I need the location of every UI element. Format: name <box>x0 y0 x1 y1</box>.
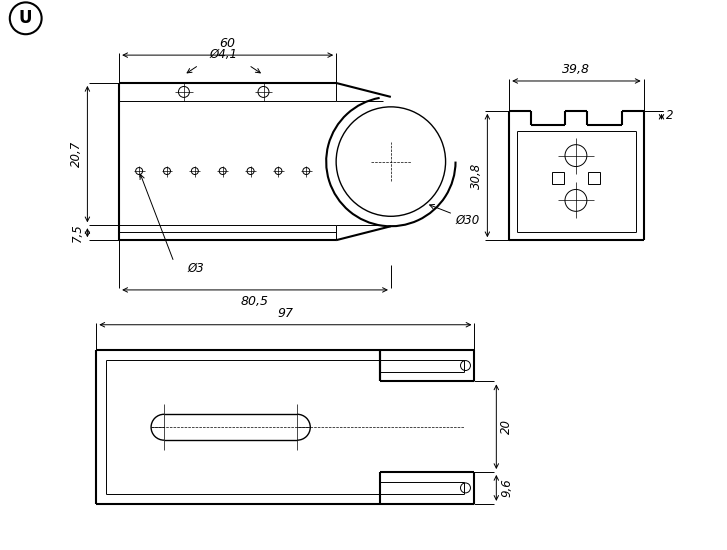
Bar <box>588 172 600 184</box>
Text: 20,7: 20,7 <box>71 141 84 167</box>
Text: 97: 97 <box>278 307 294 320</box>
Bar <box>552 172 564 184</box>
Text: 60: 60 <box>220 37 236 50</box>
Text: 2: 2 <box>665 109 673 122</box>
Text: U: U <box>19 9 33 28</box>
Text: Ø30: Ø30 <box>430 205 480 227</box>
Text: 9,6: 9,6 <box>500 478 513 497</box>
Text: 39,8: 39,8 <box>563 63 590 76</box>
Text: 30,8: 30,8 <box>470 162 483 189</box>
Text: 7,5: 7,5 <box>71 223 84 242</box>
Text: Ø4,1: Ø4,1 <box>209 48 238 61</box>
Text: 80,5: 80,5 <box>241 295 269 308</box>
Text: Ø3: Ø3 <box>188 262 204 274</box>
Text: 20: 20 <box>500 419 513 435</box>
